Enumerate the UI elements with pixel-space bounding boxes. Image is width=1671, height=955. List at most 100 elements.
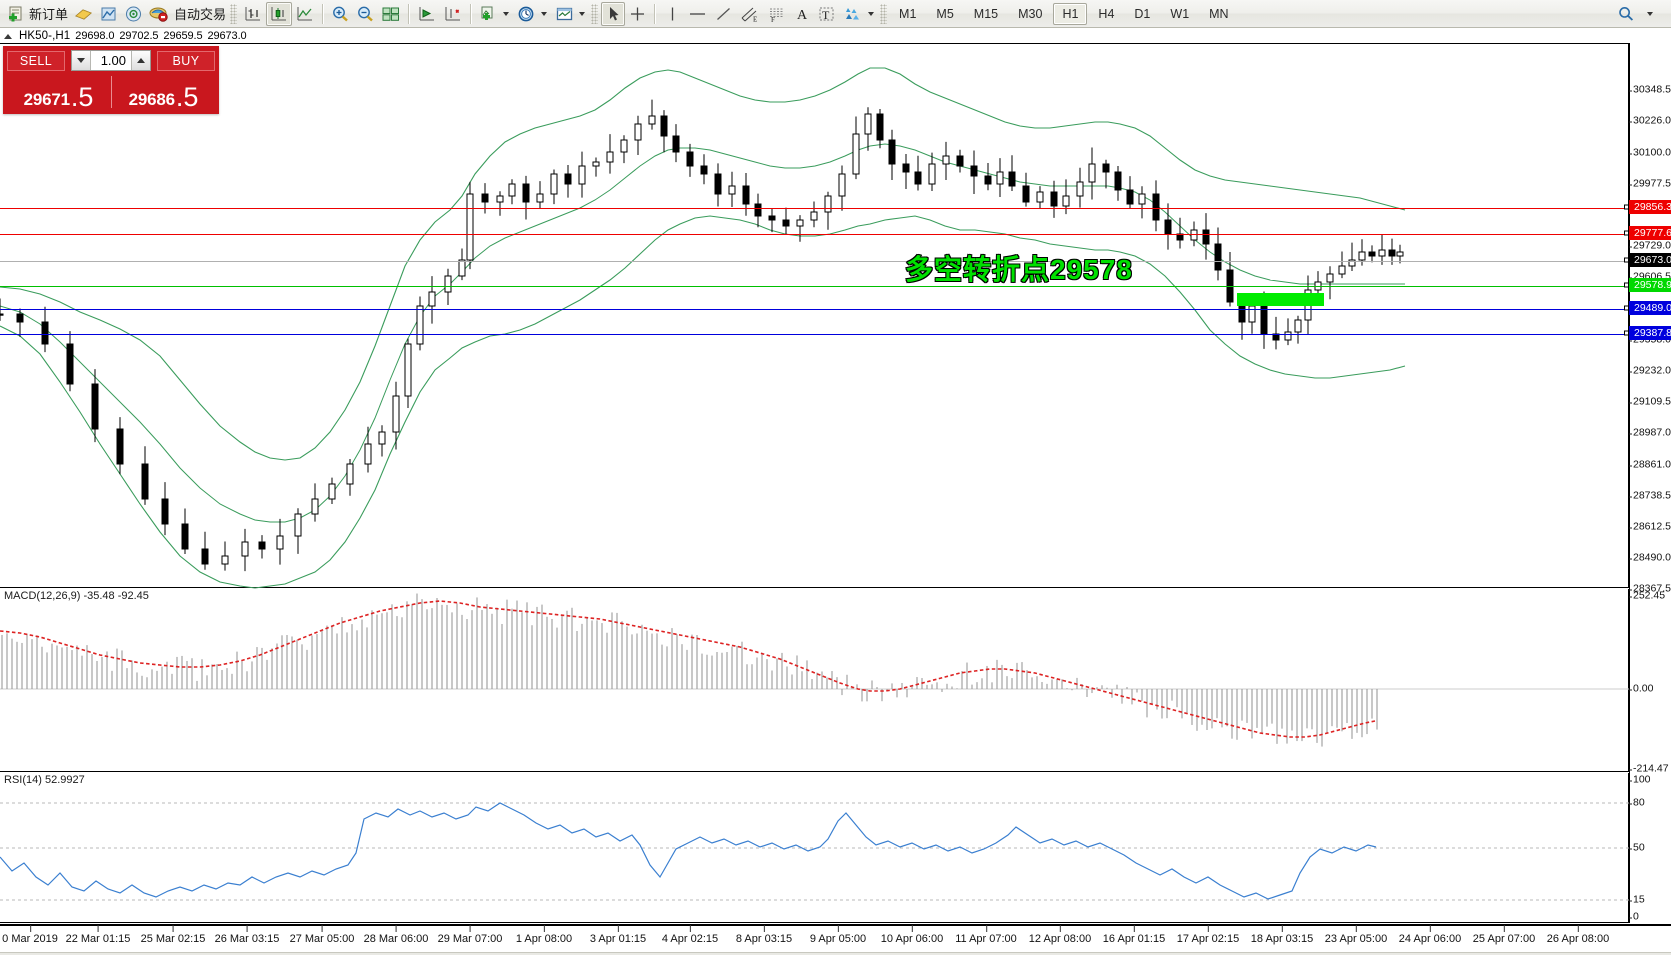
- chart-shift-button[interactable]: [414, 2, 440, 26]
- volume-stepper[interactable]: 1.00: [71, 50, 151, 71]
- time-label: 3 Apr 01:15: [589, 925, 647, 945]
- sell-button[interactable]: SELL: [7, 50, 65, 71]
- text-button[interactable]: A: [790, 2, 814, 26]
- chart-autoscroll-button[interactable]: [440, 2, 466, 26]
- candle-bearish: [1114, 171, 1122, 191]
- price-tag-handle[interactable]: [1624, 257, 1629, 263]
- candle-bullish: [864, 113, 872, 135]
- chart-area[interactable]: 多空转折点29578 MACD(12,26,9) -35.48 -92.45 R…: [0, 43, 1671, 955]
- volume-decrease-button[interactable]: [72, 51, 91, 70]
- timeframe-h1[interactable]: H1: [1053, 2, 1088, 25]
- candle-bearish: [66, 343, 74, 385]
- timeframe-w1[interactable]: W1: [1170, 6, 1190, 21]
- autotrade-label: 自动交易: [174, 7, 227, 22]
- candle-bullish: [1062, 195, 1070, 207]
- price-tag-handle[interactable]: [1624, 282, 1629, 288]
- text-label-button[interactable]: T: [814, 2, 839, 26]
- templates-button[interactable]: [552, 2, 590, 26]
- timeframe-d1[interactable]: D1: [1134, 6, 1151, 21]
- candle-bullish: [996, 171, 1004, 185]
- price-tag-handle[interactable]: [1624, 230, 1629, 236]
- price-tag-handle[interactable]: [1624, 305, 1629, 311]
- data-window-button[interactable]: [96, 2, 121, 26]
- bar-chart-button[interactable]: [240, 2, 266, 26]
- crosshair-button[interactable]: [625, 2, 650, 26]
- candle-bullish: [328, 483, 336, 500]
- sell-price-cell[interactable]: 29671 .5: [7, 74, 110, 110]
- timeframe-m1[interactable]: M1: [899, 6, 917, 21]
- trendline-button[interactable]: [711, 2, 736, 26]
- indicators-dropdown-arrow[interactable]: [501, 3, 511, 25]
- price-tag-pivot-level[interactable]: 29578.9: [1624, 278, 1671, 292]
- time-label: 22 Mar 01:15: [65, 925, 131, 945]
- time-axis[interactable]: 0 Mar 2019 22 Mar 01:15 25 Mar 02:15 26 Mar…: [0, 924, 1671, 955]
- candle-bullish: [728, 185, 736, 195]
- toolbar-grip-1[interactable]: [230, 3, 238, 24]
- signal-button[interactable]: [121, 2, 146, 26]
- price-tag-resistance-upper[interactable]: 29856.3: [1624, 200, 1671, 214]
- horizontal-line-button[interactable]: [684, 2, 711, 26]
- time-label: 23 Apr 05:00: [1324, 925, 1388, 945]
- objects-dropdown-arrow[interactable]: [866, 3, 876, 25]
- period-dropdown-arrow[interactable]: [539, 3, 549, 25]
- vertical-line-button[interactable]: [660, 2, 684, 26]
- zoom-out-button[interactable]: [353, 2, 378, 26]
- timeframe-h4[interactable]: H4: [1098, 6, 1115, 21]
- price-scale[interactable]: 30348.5 30226.0 30100.0 29977.5 29729.0 29606…: [1624, 43, 1671, 923]
- timeframe-mn[interactable]: MN: [1209, 6, 1229, 21]
- timeframe-m15[interactable]: M15: [973, 6, 999, 21]
- candlestick-chart-button[interactable]: [266, 1, 293, 26]
- new-order-button[interactable]: 新订单: [3, 2, 71, 26]
- price-line-resistance-lower: [0, 234, 1629, 235]
- one-click-trading-panel[interactable]: SELL 1.00 BUY 29671 .5 29686 .5: [3, 46, 219, 114]
- price-tag-handle[interactable]: [1624, 204, 1629, 210]
- label-icon: T: [819, 7, 834, 22]
- period-button[interactable]: [514, 2, 552, 26]
- cursor-button[interactable]: [601, 1, 626, 26]
- price-pane[interactable]: 多空转折点29578: [0, 43, 1629, 589]
- price-tag-handle[interactable]: [1624, 330, 1629, 336]
- macd-signal-line: [0, 600, 1376, 738]
- main-toolbar: 新订单: [0, 0, 1671, 28]
- price-tag-support-lower[interactable]: 29387.8: [1624, 326, 1671, 340]
- buy-button[interactable]: BUY: [157, 50, 215, 71]
- indicators-button[interactable]: [476, 2, 514, 26]
- search-button[interactable]: [1614, 2, 1638, 26]
- time-label: 11 Apr 07:00: [955, 925, 1017, 945]
- expert-advisor-button[interactable]: 自动交易: [146, 2, 229, 26]
- timeframe-m5[interactable]: M5: [936, 6, 954, 21]
- zoom-in-button[interactable]: [328, 2, 353, 26]
- candle-bearish: [970, 165, 978, 177]
- candle-bearish: [1202, 229, 1210, 245]
- toolbar-grip-2[interactable]: [591, 3, 599, 24]
- volume-input[interactable]: 1.00: [91, 51, 131, 70]
- new-order-icon: [9, 6, 22, 21]
- volume-increase-button[interactable]: [131, 51, 150, 70]
- toolbar-overflow-button[interactable]: [1638, 2, 1662, 26]
- chart-collapse-icon[interactable]: [4, 33, 12, 39]
- buy-price-cell[interactable]: 29686 .5: [111, 74, 215, 110]
- candle-bullish: [1076, 181, 1084, 197]
- price-tag-support-upper[interactable]: 29489.0: [1624, 301, 1671, 315]
- status-bar: [0, 952, 1671, 955]
- macd-pane[interactable]: MACD(12,26,9) -35.48 -92.45: [0, 589, 1629, 772]
- toolbar-grip-3[interactable]: [880, 3, 888, 24]
- objects-button[interactable]: [839, 2, 879, 26]
- rsi-pane[interactable]: RSI(14) 52.9927: [0, 773, 1629, 923]
- time-label: 9 Apr 05:00: [809, 925, 867, 945]
- fibonacci-button[interactable]: F: [763, 2, 790, 26]
- time-label: 1 Apr 08:00: [515, 925, 573, 945]
- line-chart-button[interactable]: [292, 2, 318, 26]
- history-button[interactable]: [71, 2, 96, 26]
- candle-bullish: [536, 193, 544, 203]
- candle-bullish: [1326, 273, 1334, 283]
- templates-dropdown-arrow[interactable]: [577, 3, 587, 25]
- equidistant-channel-button[interactable]: E: [736, 2, 763, 26]
- tile-windows-button[interactable]: [378, 2, 404, 26]
- candle-bearish: [161, 498, 169, 525]
- price-tag-resistance-lower[interactable]: 29777.6: [1624, 226, 1671, 240]
- price-tick: 29232.0: [1629, 365, 1671, 377]
- price-tag-last-price[interactable]: 29673.0: [1624, 253, 1671, 267]
- price-tick: 28861.0: [1629, 459, 1671, 471]
- timeframe-m30[interactable]: M30: [1018, 6, 1043, 21]
